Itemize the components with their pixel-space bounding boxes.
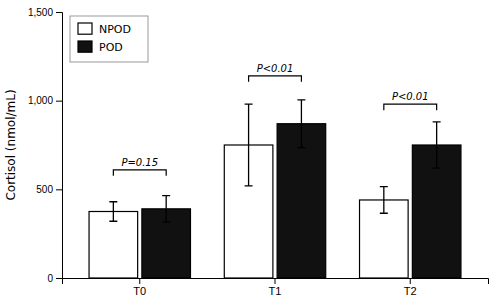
error-bar [297,100,305,148]
y-tick-mark [56,12,62,13]
annotation-label: P<0.01 [392,91,429,102]
legend-item: NPOD [78,23,131,36]
x-tick-label: T1 [269,285,282,297]
significance-bracket [384,104,437,110]
y-axis-line [56,13,63,279]
x-tick: T0 [133,278,146,297]
legend-frame [70,16,148,62]
x-axis: T0 T1 T2 [63,278,489,297]
x-tick: T1 [269,278,282,297]
legend-swatch [78,23,92,34]
y-tick-label: 0 [47,273,53,284]
y-tick-mark [56,101,62,102]
y-axis-title: Cortisol (nmol/mL) [4,89,18,200]
error-bar [245,104,253,186]
y-tick-mark [56,189,62,190]
legend-item: POD [78,41,123,54]
y-tick: 0 [47,273,62,284]
annotation-label: P=0.15 [121,157,158,168]
annotation-label: P<0.01 [257,63,294,74]
x-tick-mark [139,278,140,284]
error-bar [380,187,388,214]
error-bar [433,122,441,168]
plot: 0 500 1,000 1,500 T0 T1 T2 P=0.15 P<0.01 P<0.01 NP… [28,7,489,297]
legend-label: POD [99,41,123,54]
significance-bracket [113,170,166,176]
y-tick: 500 [36,184,62,195]
y-tick-label: 500 [36,184,53,195]
y-axis: 0 500 1,000 1,500 [28,7,63,284]
annotations: P=0.15 P<0.01 P<0.01 [121,63,428,168]
marks [89,76,461,278]
legend: NPOD POD [70,16,148,62]
chart: 0 500 1,000 1,500 T0 T1 T2 P=0.15 P<0.01 P<0.01 NP… [0,0,500,308]
legend-label: NPOD [99,23,131,36]
x-tick-mark [410,278,411,284]
error-bar [109,202,117,222]
y-tick: 1,500 [28,7,62,18]
x-tick-label: T0 [133,285,146,297]
x-tick-label: T2 [404,285,417,297]
x-tick-mark [275,278,276,284]
x-axis-line [63,279,489,285]
y-tick-label: 1,000 [28,95,53,106]
y-tick-label: 1,500 [28,7,53,18]
x-tick: T2 [404,278,417,297]
y-tick: 1,000 [28,95,62,106]
significance-bracket [249,76,302,82]
y-tick-mark [56,278,62,279]
series [142,100,461,278]
error-bar [162,196,170,223]
series [89,104,408,278]
legend-swatch [78,41,92,52]
